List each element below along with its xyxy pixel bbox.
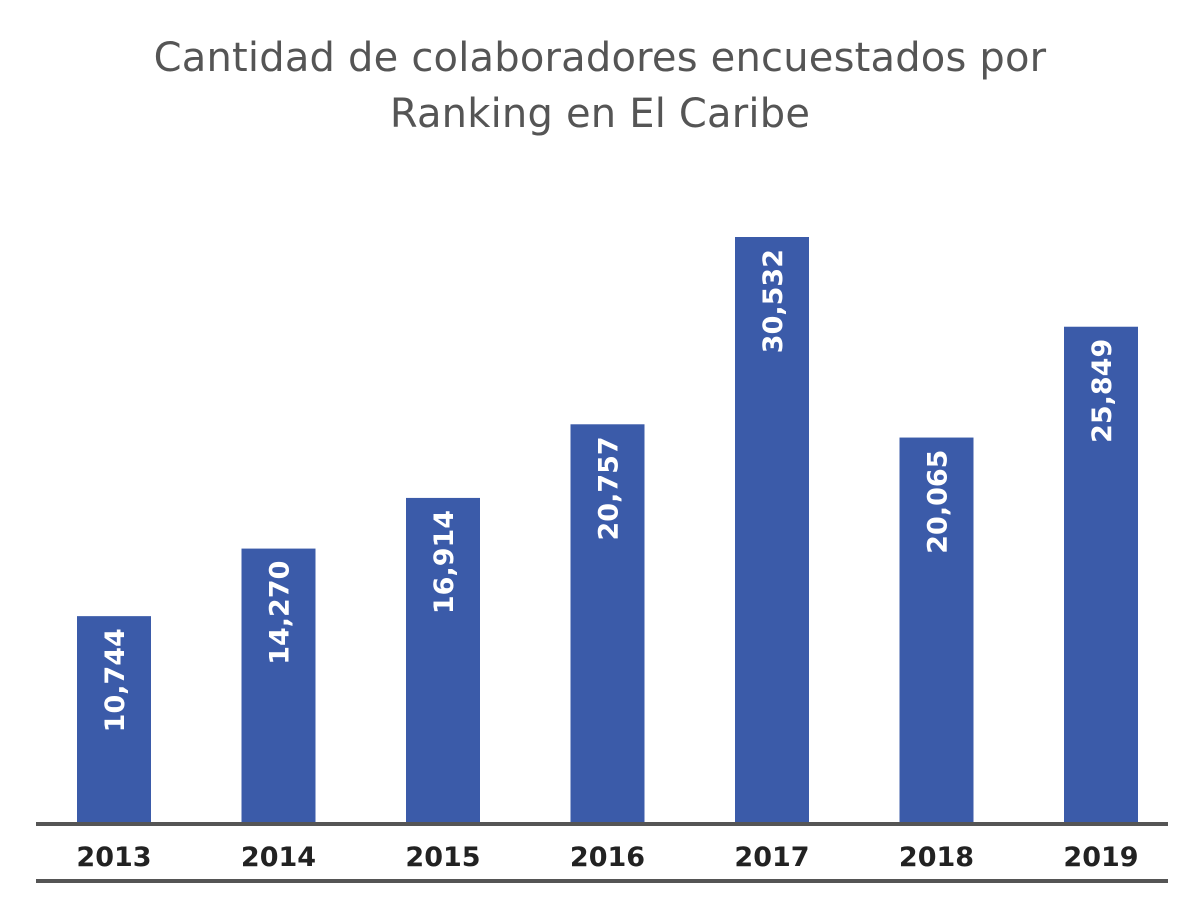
category-label-2016: 2016 [570, 842, 645, 873]
bar-2017 [735, 237, 809, 822]
bars-group: 10,744 14,270 16,914 20,757 30,532 20,065 25,8… [77, 237, 1138, 822]
category-label-2015: 2015 [405, 842, 480, 873]
bar-2014 [241, 548, 316, 822]
category-label-2018: 2018 [899, 842, 974, 873]
chart-title-line-2: Ranking en El Caribe [389, 91, 811, 137]
bar-2015 [406, 497, 480, 822]
category-label-2013: 2013 [76, 842, 151, 873]
chart-title: Cantidad de colaboradores encuestados po… [0, 30, 1200, 142]
category-label-2014: 2014 [241, 842, 316, 873]
bar-value-label-2017: 30,532 [758, 249, 789, 353]
chart-title-line-1: Cantidad de colaboradores encuestados po… [153, 35, 1047, 81]
bar-2013 [77, 616, 151, 822]
bar-value-label-2018: 20,065 [923, 450, 954, 554]
bar-2016 [570, 424, 645, 822]
bar-value-label-2014: 14,270 [265, 561, 296, 665]
bar-2019 [1064, 326, 1138, 822]
category-labels-group: 2013 2014 2015 2016 2017 2018 2019 [76, 842, 1138, 873]
bar-value-label-2016: 20,757 [594, 436, 625, 540]
category-label-2019: 2019 [1063, 842, 1138, 873]
bar-value-label-2013: 10,744 [100, 628, 131, 732]
bar-2018 [899, 437, 974, 822]
bar-value-label-2019: 25,849 [1087, 339, 1118, 443]
bar-value-label-2015: 16,914 [429, 510, 460, 614]
category-label-2017: 2017 [734, 842, 809, 873]
